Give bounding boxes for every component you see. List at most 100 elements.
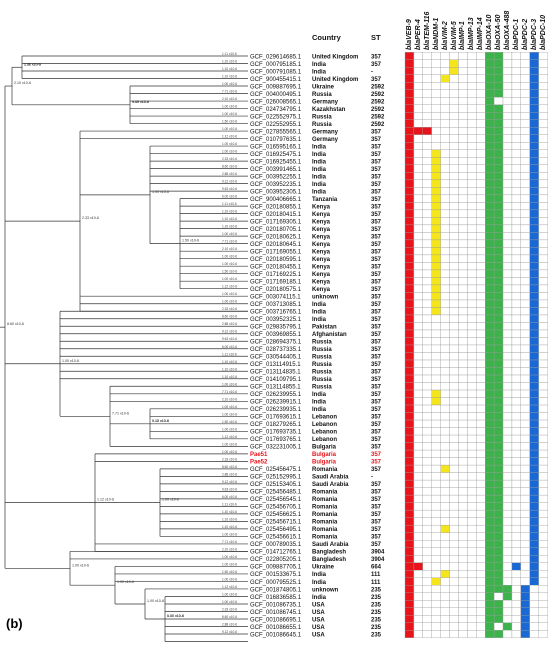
gene-cell: [511, 254, 522, 263]
gene-cell: [493, 97, 504, 105]
gene-cell: [502, 202, 513, 211]
gene-cell: [538, 89, 548, 98]
gene-cell: [431, 322, 441, 331]
gene-cell: [520, 427, 530, 436]
strain-label: GCF_900455415.1: [250, 77, 302, 83]
gene-cell: [529, 187, 539, 196]
gene-cell: [476, 419, 486, 428]
gene-cell: [511, 202, 522, 211]
gene-cell: [511, 322, 522, 331]
gene-cell: [449, 570, 459, 578]
gene-cell: [440, 487, 450, 496]
gene-cell: [485, 502, 495, 511]
country-label: India: [312, 189, 327, 195]
gene-cell: [449, 352, 459, 361]
gene-cell: [467, 419, 477, 428]
gene-cell: [422, 570, 432, 578]
gene-cell: [404, 592, 415, 601]
gene-cell: [476, 74, 486, 83]
gene-cell: [431, 232, 441, 241]
country-label: Russia: [312, 377, 332, 383]
leaf-branch-label: 1.00 x10-6: [222, 150, 237, 154]
gene-cell: [502, 352, 513, 361]
gene-cell: [538, 322, 548, 331]
gene-cell: [520, 89, 530, 98]
gene-cell: [422, 524, 432, 533]
gene-cell: [538, 600, 548, 608]
leaf-branch-label: 1.11 x10-6: [222, 352, 237, 356]
leaf-branch-label: 1.10 x10-6: [222, 67, 237, 71]
gene-cell: [502, 52, 513, 60]
branch-length-label: 6.00 x10-6: [167, 614, 184, 618]
gene-cell: [485, 277, 495, 286]
gene-cell: [413, 149, 423, 158]
leaf-branch-label: 2.33 x10-6: [222, 457, 237, 461]
gene-cell: [485, 359, 495, 368]
gene-cell: [502, 367, 513, 376]
gene-cell: [476, 112, 486, 120]
gene-cell: [440, 179, 450, 188]
gene-cell: [449, 457, 459, 466]
strain-label: GCF_028737335.1: [250, 347, 302, 353]
gene-cell: [485, 585, 495, 593]
country-label: India: [312, 69, 327, 75]
gene-cell: [493, 292, 504, 301]
country-label: Romania: [312, 512, 338, 518]
st-label: 357: [371, 497, 382, 503]
gene-cell: [440, 329, 450, 338]
gene-cell: [502, 509, 513, 518]
leaf-branch-label: 7.71 x10-6: [222, 540, 237, 544]
gene-cell: [404, 524, 415, 533]
gene-cell: [502, 532, 513, 541]
gene-cell: [502, 479, 513, 488]
strain-label: GCF_001874805.1: [250, 587, 302, 593]
gene-cell: [538, 194, 548, 203]
st-label: 357: [371, 415, 382, 421]
gene-cell: [529, 232, 539, 241]
gene-cell: [458, 277, 468, 286]
country-label: Romania: [312, 527, 338, 533]
gene-cell: [511, 164, 522, 173]
gene-cell: [538, 419, 548, 428]
gene-cell: [422, 277, 432, 286]
gene-cell: [511, 277, 522, 286]
gene-cell: [520, 164, 530, 173]
gene-cell: [502, 232, 513, 241]
gene-cell: [520, 487, 530, 496]
leaf-branch-label: 1.00 x10-6: [222, 105, 237, 109]
panel-label: (b): [6, 616, 23, 631]
gene-cell: [493, 337, 504, 346]
gene-cell: [485, 592, 495, 601]
gene-cell: [538, 622, 548, 631]
gene-cell: [458, 585, 468, 593]
gene-cell: [529, 299, 539, 308]
gene-cell: [538, 555, 548, 563]
gene-cell: [404, 292, 415, 301]
country-label: India: [312, 317, 327, 323]
gene-cell: [413, 600, 423, 608]
gene-cell: [422, 502, 432, 511]
gene-cell: [476, 52, 486, 60]
gene-cell: [404, 547, 415, 556]
gene-cell: [467, 517, 477, 526]
gene-cell: [493, 104, 504, 113]
gene-cell: [404, 502, 415, 511]
leaf-branch-label: 1.10 x10-6: [222, 525, 237, 529]
strain-label: GCF_003952255.1: [250, 174, 302, 180]
leaf-branch-label: 9.12 x10-6: [222, 330, 237, 334]
gene-cell: [467, 487, 477, 496]
gene-cell: [431, 622, 441, 631]
gene-cell: [529, 82, 539, 90]
gene-cell: [476, 562, 486, 571]
gene-cell: [467, 344, 477, 353]
gene-cell: [502, 502, 513, 511]
gene-cell: [458, 397, 468, 406]
gene-cell: [502, 277, 513, 286]
gene-cell: [493, 404, 504, 413]
gene-cell: [485, 224, 495, 233]
gene-cell: [458, 464, 468, 473]
gene-cell: [431, 179, 441, 188]
gene-cell: [538, 359, 548, 368]
st-label: 357: [371, 167, 382, 173]
gene-cell: [422, 269, 432, 278]
